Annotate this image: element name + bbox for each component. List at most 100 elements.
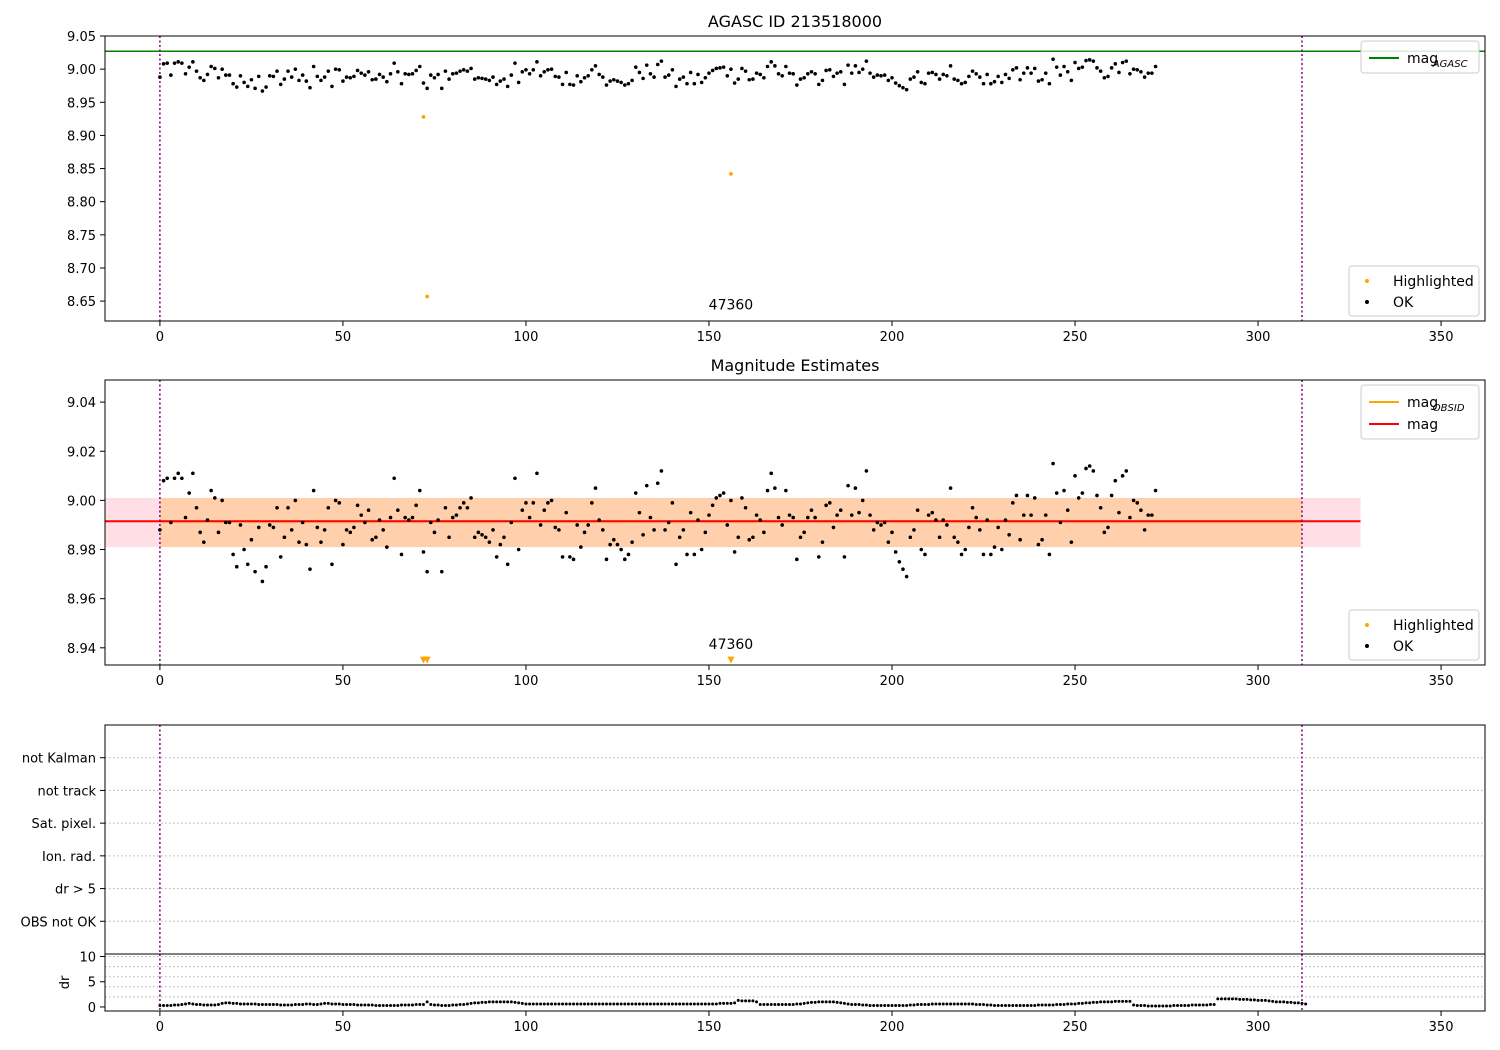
ok-point <box>622 83 627 87</box>
ok-point <box>860 67 865 71</box>
dr-point <box>868 1003 872 1007</box>
ok-point <box>300 520 305 525</box>
ok-point <box>187 491 191 495</box>
ok-point <box>586 523 590 527</box>
dr-point <box>883 1003 887 1007</box>
ok-point <box>1150 513 1154 517</box>
ok-point <box>886 78 891 83</box>
ok-point <box>425 569 429 574</box>
ok-point <box>267 523 272 527</box>
dr-point <box>1223 997 1227 1001</box>
ok-point <box>1051 461 1055 466</box>
ok-point <box>476 75 481 80</box>
ok-point <box>352 525 356 530</box>
ok-point <box>198 530 202 535</box>
ok-point <box>260 89 265 93</box>
ok-point <box>930 70 935 75</box>
dr-point <box>279 1003 283 1007</box>
dr-point <box>604 1002 608 1006</box>
ok-point <box>158 75 162 79</box>
ok-point <box>454 71 459 75</box>
ok-point <box>912 75 916 79</box>
dr-point <box>996 1003 1000 1007</box>
ok-point <box>758 518 763 522</box>
ok-point <box>941 72 946 77</box>
highlighted-offscale-marker <box>423 656 431 664</box>
dr-point <box>1044 1003 1048 1007</box>
ok-point <box>648 71 653 76</box>
ok-point <box>1139 508 1143 513</box>
dr-point <box>652 1002 656 1006</box>
ok-point <box>666 520 671 525</box>
ok-point <box>264 85 268 89</box>
ok-point <box>560 555 565 559</box>
panel-dr-ytick-label: 0 <box>88 1001 96 1016</box>
ok-point <box>597 518 601 522</box>
dr-point <box>941 1002 945 1006</box>
ok-point <box>816 555 821 559</box>
dr-point <box>839 1001 843 1005</box>
ok-point <box>593 486 598 490</box>
dr-point <box>184 1002 188 1006</box>
panel-agasc-ytick-label: 9.05 <box>67 30 96 45</box>
ok-point <box>1080 65 1085 69</box>
dr-point <box>356 1003 360 1007</box>
panel-magnitude-xtick-label: 250 <box>1063 674 1088 689</box>
ok-point <box>846 483 850 488</box>
ok-point <box>1120 474 1125 478</box>
ok-point <box>169 73 173 77</box>
dr-point <box>806 1001 810 1005</box>
ok-point <box>989 81 993 86</box>
ok-point <box>344 75 349 79</box>
ok-point <box>447 77 451 81</box>
ok-point <box>1029 513 1033 517</box>
ok-point <box>670 68 675 72</box>
panel-agasc-xtick-label: 0 <box>156 330 164 345</box>
dr-point <box>645 1002 649 1006</box>
panel-magnitude-title: Magnitude Estimates <box>711 356 880 375</box>
dr-point <box>275 1002 279 1006</box>
ok-point <box>842 555 847 559</box>
dr-point <box>216 1002 220 1006</box>
panel-agasc-ytick-label: 9.00 <box>67 63 96 78</box>
dr-point <box>546 1002 550 1006</box>
ok-point <box>385 79 389 84</box>
ok-point <box>458 69 462 73</box>
ok-point <box>831 525 836 530</box>
ok-point <box>348 530 353 535</box>
ok-point <box>483 77 488 81</box>
ok-point <box>681 75 686 79</box>
ok-point <box>659 469 664 473</box>
ok-point <box>692 552 697 557</box>
ok-point <box>978 75 982 79</box>
ok-point <box>1142 528 1147 532</box>
ok-point <box>1135 68 1140 72</box>
ok-point <box>1076 66 1081 71</box>
ok-point <box>882 520 887 525</box>
ok-point <box>773 486 777 490</box>
ok-point <box>641 532 645 537</box>
ok-point <box>729 498 733 503</box>
flag-row-label: OBS not OK <box>21 915 97 930</box>
dr-point <box>392 1003 396 1007</box>
magnitude-band <box>105 497 1361 548</box>
highlighted-point <box>425 294 430 299</box>
dr-point <box>820 1000 824 1004</box>
ok-point <box>937 535 942 540</box>
dr-point <box>1091 1000 1095 1004</box>
ok-point <box>908 535 913 540</box>
panel-agasc-legend-point-label: Highlighted <box>1393 274 1474 290</box>
ok-point <box>432 530 437 535</box>
dr-point <box>1014 1003 1018 1007</box>
dr-point <box>440 1003 444 1007</box>
ok-point <box>740 496 744 500</box>
dr-point <box>1216 997 1220 1001</box>
dr-point <box>1117 999 1121 1003</box>
dr-point <box>824 1000 828 1004</box>
dr-point <box>696 1002 700 1006</box>
dr-point <box>1263 998 1267 1002</box>
dr-point <box>407 1003 411 1007</box>
dr-point <box>685 1002 689 1006</box>
ok-point <box>608 79 612 83</box>
panel-agasc-legend-marker <box>1365 300 1369 304</box>
